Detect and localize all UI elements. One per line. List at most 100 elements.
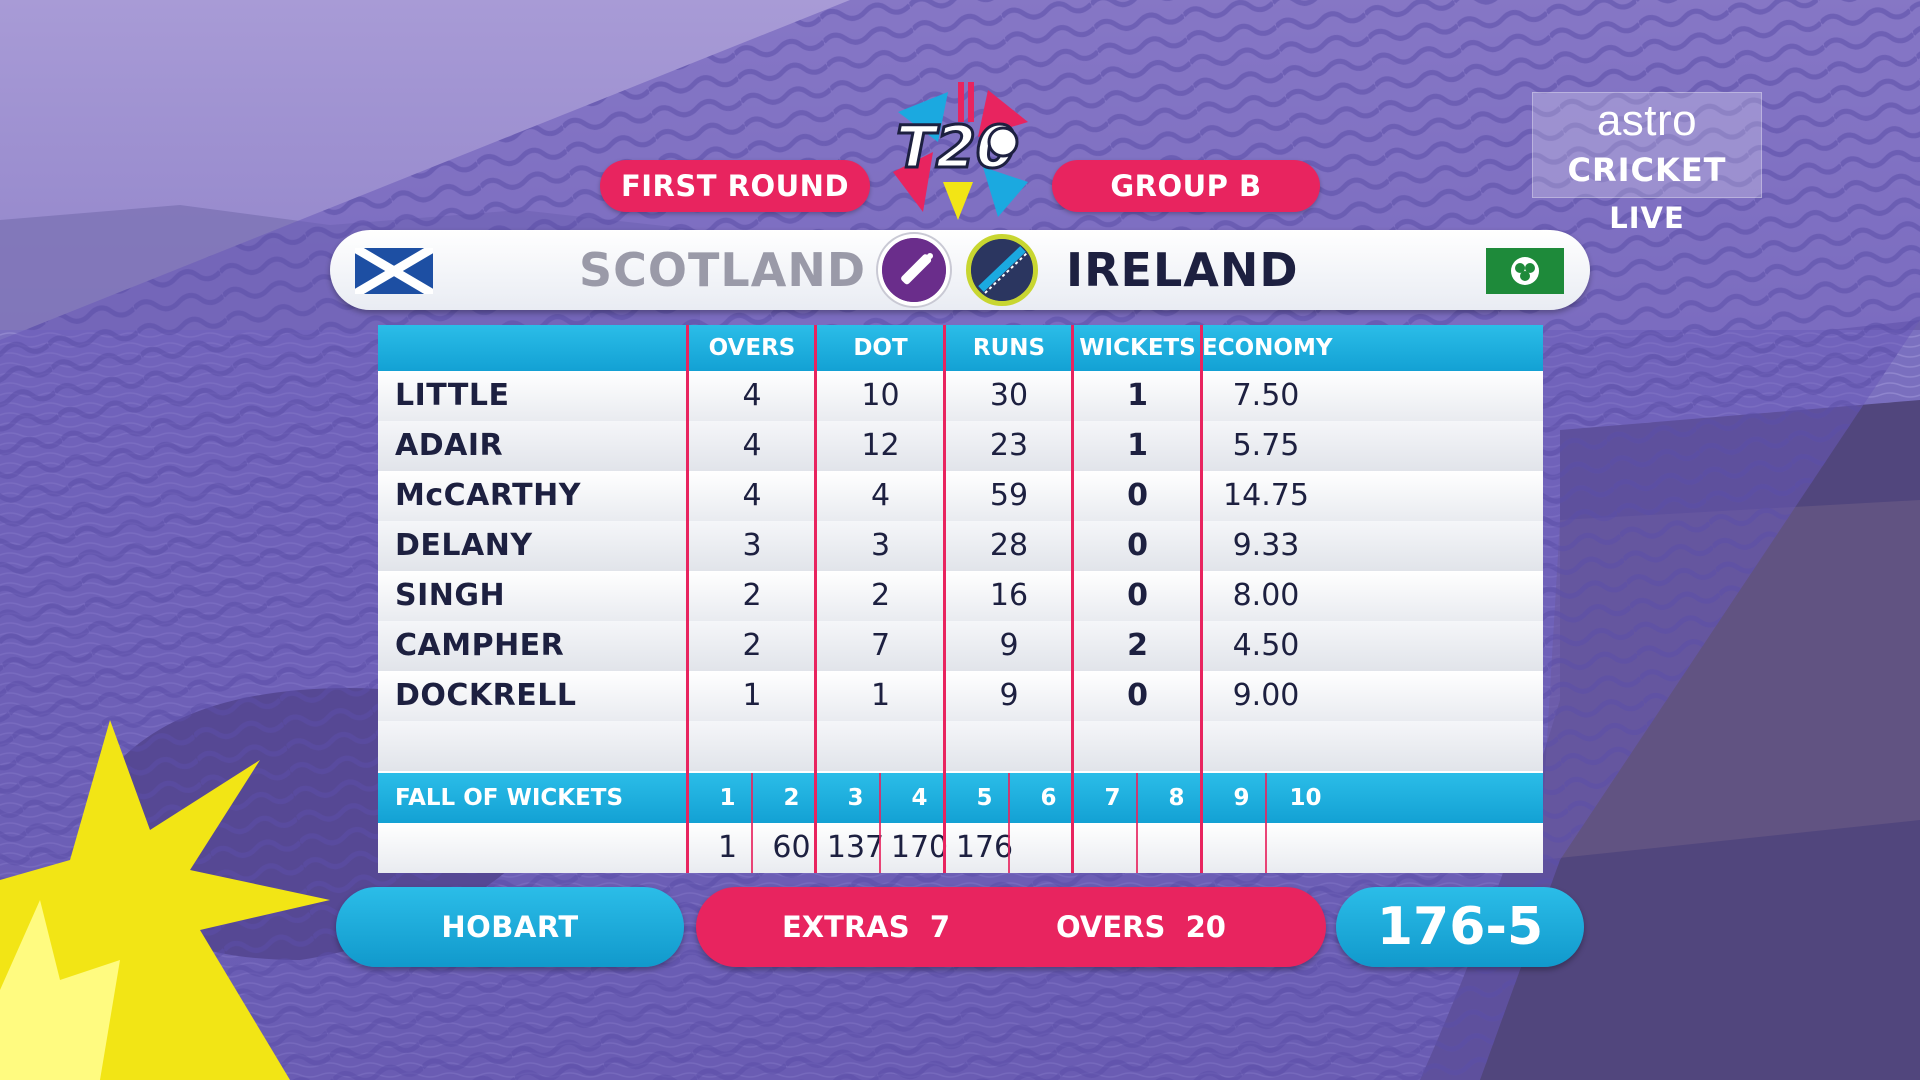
scorecard-header: OVERS DOT BALLS RUNS WICKETS ECONOMY (378, 325, 1543, 407)
dot-balls-cell: 4 (870, 478, 891, 513)
dot-balls-cell: 7 (870, 628, 891, 663)
wickets-cell: 0 (1127, 528, 1148, 563)
economy-cell: 5.75 (1232, 428, 1300, 463)
economy-cell: 8.00 (1232, 578, 1300, 613)
overs-cell: 4 (742, 378, 762, 413)
column-divider (814, 325, 817, 773)
fow-score: 60 (772, 830, 811, 865)
table-row: LITTLE 4 10 30 1 7.50 (378, 371, 1543, 421)
cricket-ball-icon (966, 234, 1038, 306)
overs-label: OVERS (1056, 910, 1166, 944)
wickets-cell: 2 (1127, 628, 1148, 663)
t20-world-cup-logo: T20 (893, 82, 1028, 220)
extras-overs-pill: EXTRAS 7 OVERS 20 (696, 887, 1326, 967)
broadcaster-logo: astro CRICKET LIVE (1532, 92, 1762, 235)
column-divider (1200, 773, 1203, 873)
column-divider (1136, 773, 1138, 873)
bowler-name: SINGH (395, 578, 506, 613)
fall-of-wickets-label: FALL OF WICKETS (395, 785, 624, 811)
column-divider (943, 325, 946, 773)
extras-info: EXTRAS 7 (782, 887, 950, 967)
dot-balls-cell: 3 (870, 528, 891, 563)
round-pill: FIRST ROUND (600, 160, 870, 212)
economy-cell: 7.50 (1232, 378, 1300, 413)
economy-cell: 4.50 (1232, 628, 1300, 663)
overs-cell: 4 (742, 478, 762, 513)
column-header-overs: OVERS (708, 335, 796, 361)
runs-cell: 59 (989, 478, 1029, 513)
group-pill: GROUP B (1052, 160, 1320, 212)
cricket-bat-icon (878, 234, 950, 306)
fow-wicket-number: 10 (1289, 785, 1322, 811)
column-divider (751, 773, 753, 873)
table-row-empty (378, 721, 1543, 771)
wickets-cell: 1 (1127, 428, 1148, 463)
table-row: DELANY 3 3 28 0 9.33 (378, 521, 1543, 571)
fow-score: 1 (717, 830, 738, 865)
dot-balls-cell: 10 (861, 378, 900, 413)
column-header-wickets: WICKETS (1079, 335, 1196, 361)
fow-wicket-number: 6 (1040, 785, 1057, 811)
dot-balls-cell: 1 (870, 678, 891, 713)
overs-cell: 1 (742, 678, 762, 713)
fow-wicket-number: 9 (1233, 785, 1250, 811)
fow-score: 176 (955, 830, 1014, 865)
column-divider (814, 773, 817, 873)
wickets-cell: 0 (1127, 478, 1148, 513)
dot-balls-cell: 2 (870, 578, 891, 613)
total-score-pill: 176-5 (1336, 887, 1584, 967)
fow-wicket-number: 7 (1104, 785, 1121, 811)
bowler-name: CAMPHER (395, 628, 565, 663)
fow-wicket-number: 1 (719, 785, 736, 811)
table-row: McCARTHY 4 4 59 0 14.75 (378, 471, 1543, 521)
scotland-flag-icon (355, 248, 433, 294)
table-row: DOCKRELL 1 1 9 0 9.00 (378, 671, 1543, 721)
live-indicator: LIVE (1609, 201, 1685, 235)
broadcaster-name: astro (1596, 96, 1698, 145)
fall-of-wickets-values: 1 60 137 170 176 (378, 823, 1543, 873)
fow-wicket-number: 3 (847, 785, 864, 811)
column-header-dot-balls: DOT BALLS (840, 335, 921, 407)
runs-cell: 16 (989, 578, 1029, 613)
fow-score: 170 (890, 830, 949, 865)
bowler-rows: LITTLE 4 10 30 1 7.50 ADAIR 4 12 23 1 5.… (378, 371, 1543, 771)
column-divider (1265, 773, 1267, 873)
overs-cell: 4 (742, 428, 762, 463)
column-divider (1200, 325, 1203, 773)
bowler-name: ADAIR (395, 428, 504, 463)
fall-of-wickets-header: FALL OF WICKETS 1 2 3 4 5 6 7 8 9 10 (378, 773, 1543, 823)
broadcaster-channel: CRICKET (1567, 151, 1727, 189)
runs-cell: 9 (999, 628, 1019, 663)
bowler-name: McCARTHY (395, 478, 581, 513)
dot-balls-cell: 12 (861, 428, 900, 463)
ireland-cricket-flag-icon (1486, 248, 1564, 294)
column-divider (879, 773, 881, 873)
column-divider (943, 773, 946, 873)
runs-cell: 23 (989, 428, 1029, 463)
table-row: CAMPHER 2 7 9 2 4.50 (378, 621, 1543, 671)
economy-cell: 14.75 (1223, 478, 1309, 513)
extras-value: 7 (929, 910, 951, 944)
table-row: SINGH 2 2 16 0 8.00 (378, 571, 1543, 621)
runs-cell: 30 (989, 378, 1029, 413)
column-divider (686, 325, 689, 773)
fow-wicket-number: 5 (976, 785, 993, 811)
economy-cell: 9.00 (1232, 678, 1300, 713)
bowling-team-name: IRELAND (1066, 243, 1299, 297)
overs-cell: 3 (742, 528, 762, 563)
fow-wicket-number: 4 (911, 785, 928, 811)
overs-value: 20 (1185, 910, 1226, 944)
wickets-cell: 1 (1127, 378, 1148, 413)
bowler-name: DELANY (395, 528, 533, 563)
economy-cell: 9.33 (1232, 528, 1300, 563)
extras-label: EXTRAS (782, 910, 910, 944)
broadcaster-logo-box: astro CRICKET (1532, 92, 1762, 198)
column-header-runs: RUNS (972, 335, 1046, 361)
column-header-economy: ECONOMY (1202, 335, 1333, 361)
column-divider (1008, 773, 1010, 873)
overs-cell: 2 (742, 628, 762, 663)
wickets-cell: 0 (1127, 578, 1148, 613)
overs-info: OVERS 20 (1056, 887, 1226, 967)
fow-wicket-number: 2 (783, 785, 800, 811)
bowler-name: LITTLE (395, 378, 510, 413)
